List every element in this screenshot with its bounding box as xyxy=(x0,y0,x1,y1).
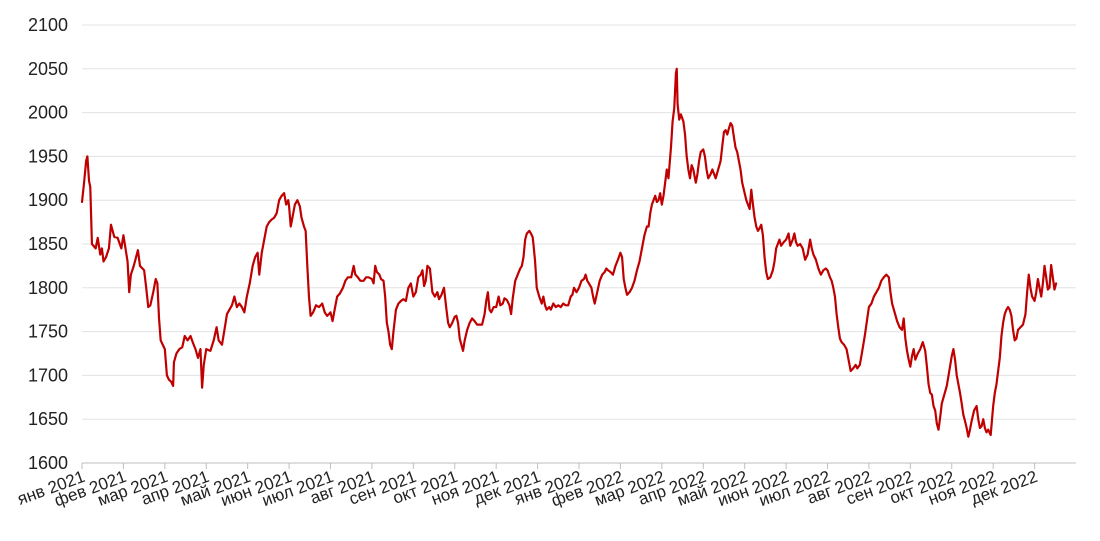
y-tick: 2000 xyxy=(28,103,68,123)
y-tick: 1950 xyxy=(28,146,68,166)
series-layer xyxy=(80,67,1058,438)
y-tick-label: 1900 xyxy=(28,190,68,210)
y-axis: 1600 1650 1700 1750 1800 1850 1900 1950 2000 2050… xyxy=(28,15,68,473)
y-tick-label: 1700 xyxy=(28,365,68,385)
y-tick-label: 1600 xyxy=(28,453,68,473)
y-tick-label: 2050 xyxy=(28,59,68,79)
y-tick-label: 1950 xyxy=(28,146,68,166)
y-tick: 1850 xyxy=(28,234,68,254)
y-tick-label: 2000 xyxy=(28,103,68,123)
y-tick: 2100 xyxy=(28,15,68,35)
y-tick-label: 1850 xyxy=(28,234,68,254)
series-line xyxy=(80,67,1058,438)
y-tick: 2050 xyxy=(28,59,68,79)
y-tick: 1750 xyxy=(28,322,68,342)
y-tick-label: 2100 xyxy=(28,15,68,35)
y-tick: 1800 xyxy=(28,278,68,298)
y-tick-label: 1650 xyxy=(28,409,68,429)
y-tick-label: 1800 xyxy=(28,278,68,298)
y-tick: 1650 xyxy=(28,409,68,429)
y-tick-label: 1750 xyxy=(28,322,68,342)
y-tick: 1600 xyxy=(28,453,68,473)
y-tick: 1700 xyxy=(28,365,68,385)
y-tick: 1900 xyxy=(28,190,68,210)
